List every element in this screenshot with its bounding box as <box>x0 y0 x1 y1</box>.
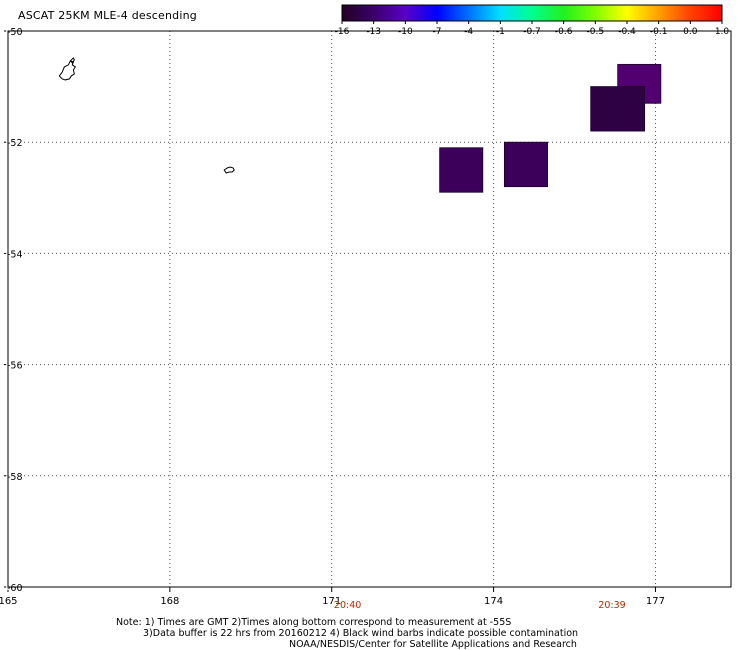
data-cell <box>439 147 484 193</box>
lon-tick-label: 174 <box>484 596 503 607</box>
island-coastline <box>58 57 77 81</box>
colorbar-tick-label: -1 <box>496 27 505 37</box>
plot-frame <box>7 30 732 588</box>
map-plot-area: 165 168 171 174 177 -50 -52 -54 -56 -58 -60 <box>0 26 732 607</box>
lat-tick-label: -54 <box>7 249 23 260</box>
colorbar-tick-label: -0.1 <box>650 27 668 37</box>
footnote-credit: NOAA/NESDIS/Center for Satellite Applica… <box>289 639 577 650</box>
figure-title: ASCAT 25KM MLE-4 descending <box>18 9 197 22</box>
lon-tick-label: 165 <box>0 596 18 607</box>
footnote-line-2: 3)Data buffer is 22 hrs from 20160212 4)… <box>143 628 579 639</box>
colorbar-tick-label: 1.0 <box>715 27 730 37</box>
lat-tick-label: -56 <box>7 361 23 372</box>
pass-time-label: 20:39 <box>598 600 626 611</box>
colorbar-tick-label: -13 <box>366 27 381 37</box>
colorbar-tick-label: -4 <box>464 27 473 37</box>
lon-tick-label: 171 <box>322 596 341 607</box>
colorbar-tick-label: -10 <box>398 27 413 37</box>
colorbar-tick-label: -0.5 <box>587 27 605 37</box>
colorbar-tick-label: -0.6 <box>555 27 573 37</box>
lon-tick-label: 168 <box>160 596 179 607</box>
colorbar-tick-label: -0.4 <box>618 27 636 37</box>
data-cell <box>590 86 646 132</box>
island-coastline <box>223 166 235 174</box>
lat-tick-label: -52 <box>7 138 23 149</box>
lon-tick-label: 177 <box>646 596 665 607</box>
colorbar-tick-label: -0.7 <box>523 27 541 37</box>
colorbar-tick-label: -16 <box>335 27 350 37</box>
colorbar-tick-label: -7 <box>433 27 442 37</box>
data-cell <box>503 141 548 188</box>
pass-time-label: 20:40 <box>333 600 362 611</box>
lat-tick-label: -60 <box>7 583 23 594</box>
lat-tick-label: -50 <box>7 27 23 38</box>
colorbar-tick-label: 0.0 <box>683 27 698 37</box>
footnote-line-1: Note: 1) Times are GMT 2)Times along bot… <box>116 617 512 628</box>
colorbar: -16 -13 -10 -7 -4 -1 -0.7 -0.6 -0.5 -0.4 -0.1 0.0 1.… <box>335 4 730 37</box>
lat-tick-label: -58 <box>7 472 23 483</box>
